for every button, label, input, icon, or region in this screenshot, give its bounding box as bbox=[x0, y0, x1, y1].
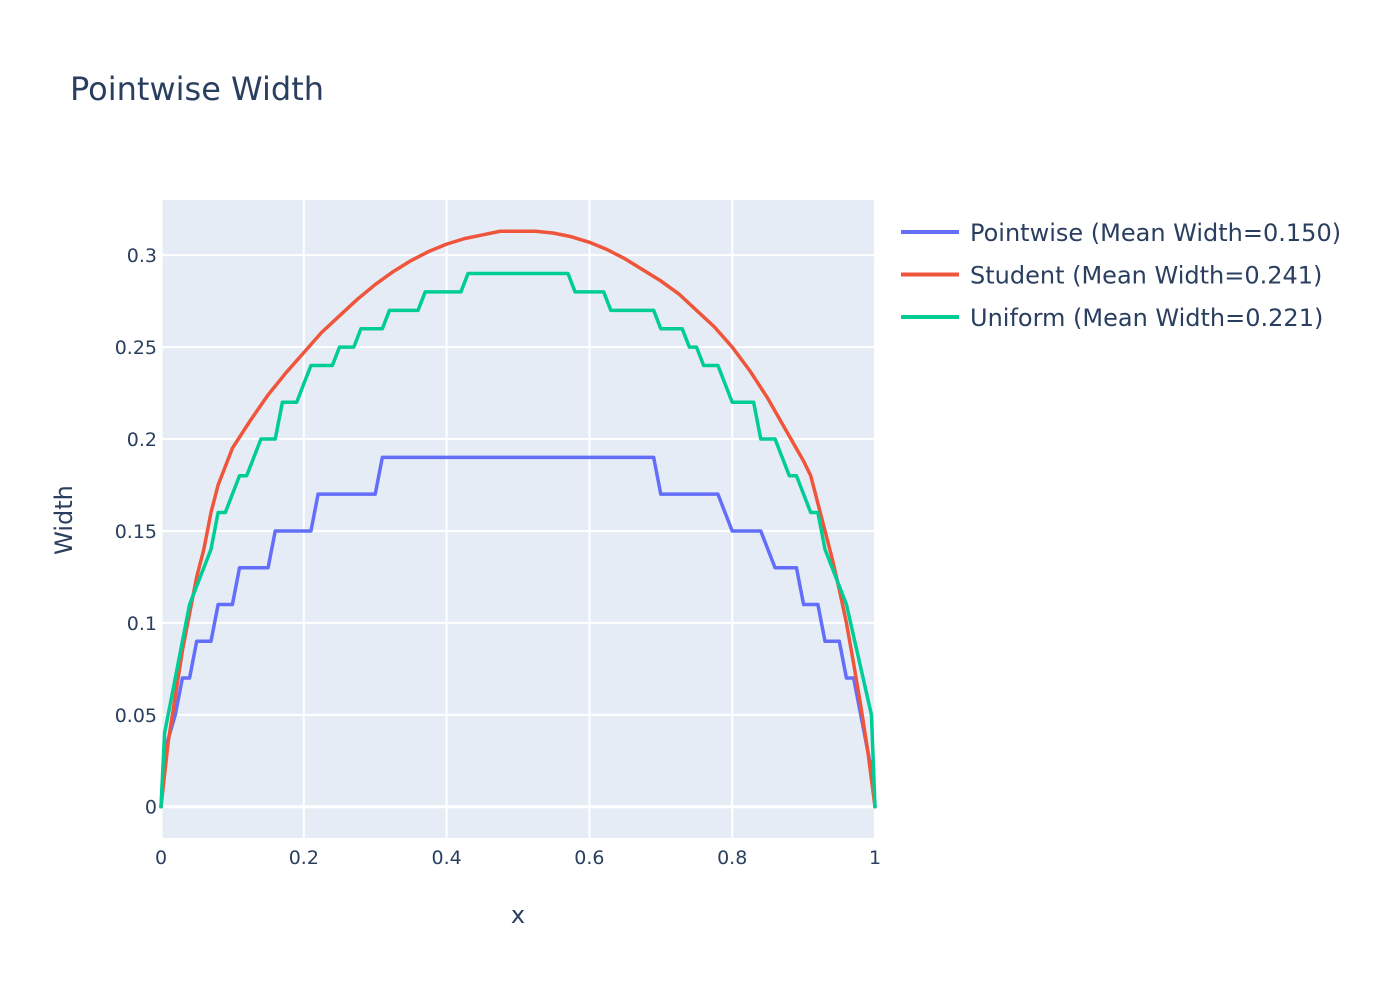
x-gridlines bbox=[302, 200, 876, 838]
y-axis-title: Width bbox=[50, 485, 78, 555]
y-tick-label: 0.15 bbox=[115, 521, 157, 543]
x-tick-labels: 0 0.2 0.4 0.6 0.8 1 bbox=[155, 847, 881, 869]
x-tick-label: 0.8 bbox=[717, 847, 747, 869]
legend-label: Student (Mean Width=0.241) bbox=[970, 262, 1322, 290]
x-axis-title: x bbox=[511, 901, 525, 929]
x-tick-label: 1 bbox=[869, 847, 881, 869]
x-tick-label: 0.4 bbox=[431, 847, 461, 869]
legend-item-3[interactable]: Uniform (Mean Width=0.221) bbox=[901, 304, 1323, 332]
legend-item-2[interactable]: Student (Mean Width=0.241) bbox=[901, 262, 1322, 290]
x-tick-label: 0 bbox=[155, 847, 167, 869]
y-tick-label: 0.25 bbox=[115, 337, 157, 359]
x-tick-label: 0.6 bbox=[574, 847, 604, 869]
y-tick-label: 0.2 bbox=[127, 429, 157, 451]
y-tick-label: 0.3 bbox=[127, 245, 157, 267]
zero-lines bbox=[159, 200, 875, 838]
series-line-1[interactable] bbox=[159, 455, 877, 809]
legend-label: Pointwise (Mean Width=0.150) bbox=[970, 219, 1341, 247]
y-tick-label: 0.1 bbox=[127, 613, 157, 635]
y-tick-labels: 0 0.05 0.1 0.15 0.2 0.25 0.3 bbox=[115, 245, 157, 819]
legend-item-1[interactable]: Pointwise (Mean Width=0.150) bbox=[901, 219, 1341, 247]
series-line-2[interactable] bbox=[159, 229, 877, 809]
series-lines bbox=[159, 229, 877, 809]
x-tick-label: 0.2 bbox=[289, 847, 319, 869]
legend-label: Uniform (Mean Width=0.221) bbox=[970, 304, 1323, 332]
chart-title: Pointwise Width bbox=[70, 70, 324, 108]
legend[interactable]: Pointwise (Mean Width=0.150) Student (Mea… bbox=[901, 219, 1341, 332]
y-tick-label: 0 bbox=[145, 797, 157, 819]
series-line-3[interactable] bbox=[159, 271, 877, 809]
plot-area bbox=[161, 200, 875, 838]
y-tick-label: 0.05 bbox=[115, 705, 157, 727]
